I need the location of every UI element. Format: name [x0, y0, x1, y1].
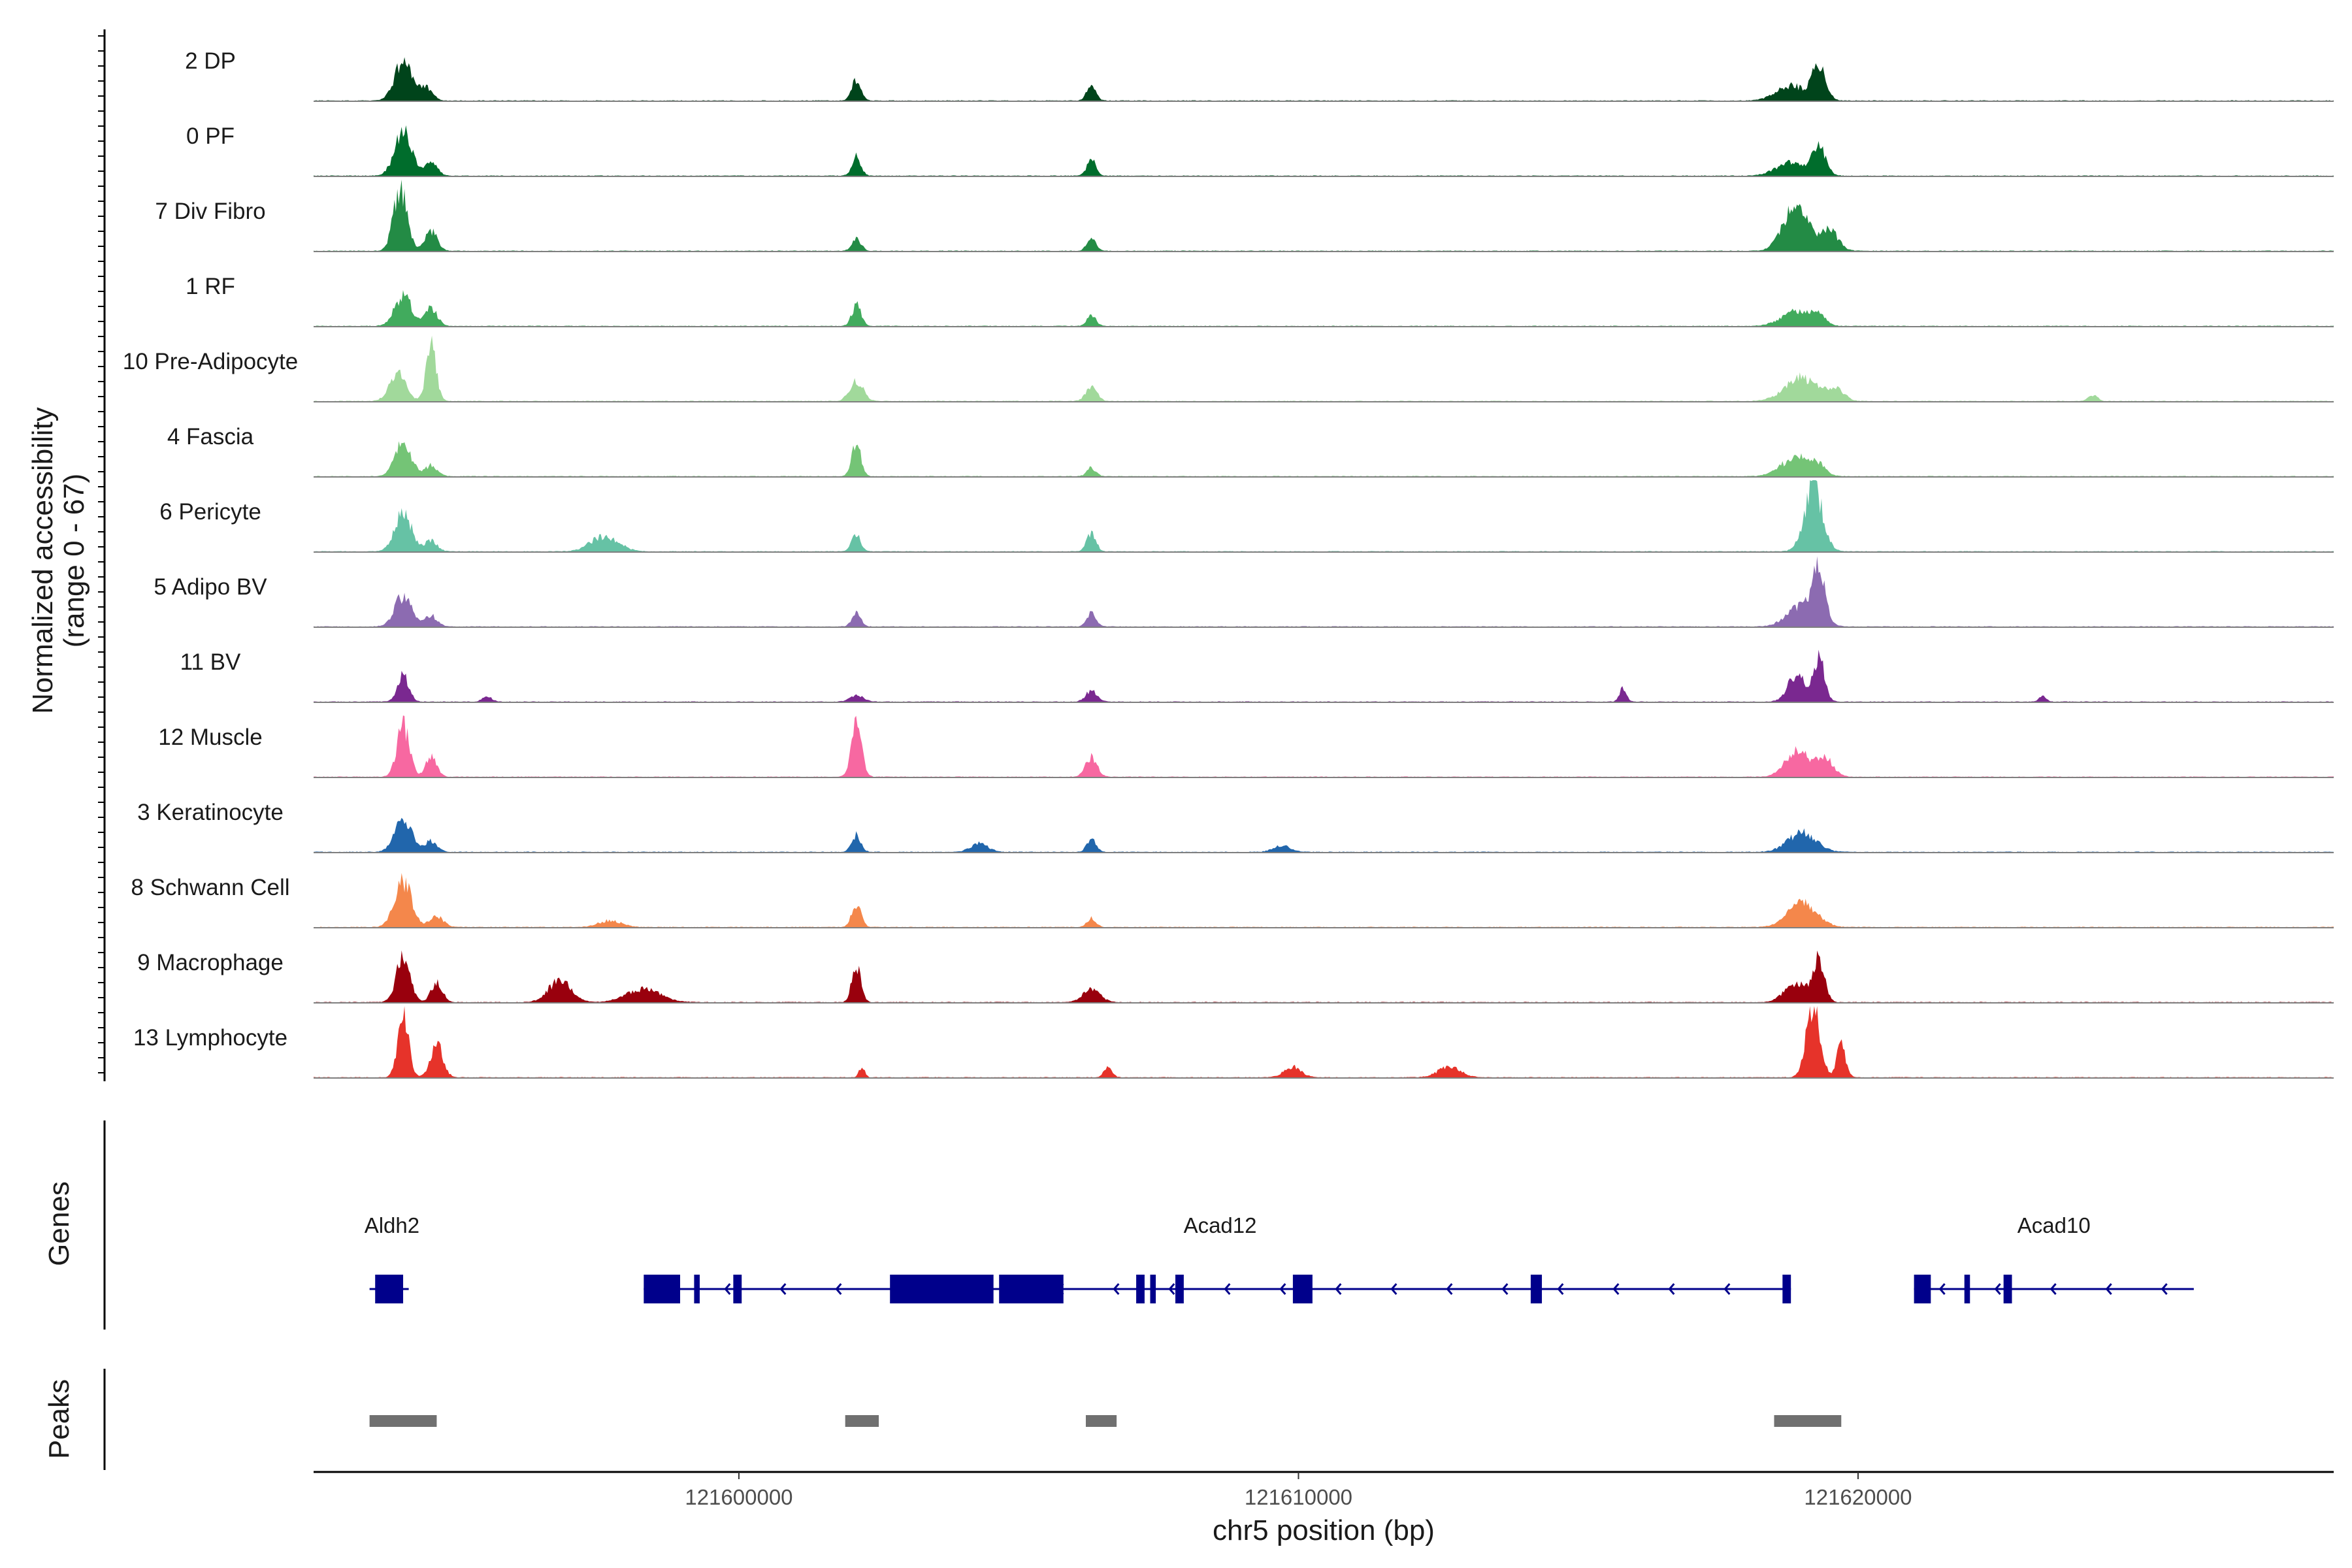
strand-arrow: [1224, 1283, 1231, 1295]
strand-arrow: [2161, 1283, 2168, 1295]
strand-arrow: [1279, 1283, 1286, 1295]
gene-exon: [694, 1275, 700, 1303]
coverage-area: [314, 57, 2334, 101]
gene-acad10: Acad10: [1914, 1213, 2194, 1303]
track-8-schwann-cell: 8 Schwann Cell: [131, 873, 2334, 928]
gene-exon: [999, 1275, 1064, 1303]
track-9-macrophage: 9 Macrophage: [137, 950, 2334, 1004]
track-label: 5 Adipo BV: [154, 574, 267, 600]
strand-arrow: [1612, 1283, 1620, 1295]
gene-exon: [1136, 1275, 1145, 1303]
gene-aldh2: Aldh2: [365, 1213, 419, 1303]
strand-arrow: [1446, 1283, 1453, 1295]
strand-arrow: [2050, 1283, 2057, 1295]
strand-arrow: [724, 1283, 731, 1295]
strand-arrow: [1938, 1283, 1946, 1295]
peaks-panel-label: Peaks: [43, 1379, 75, 1459]
gene-label: Aldh2: [365, 1213, 419, 1237]
gene-label: Acad12: [1184, 1213, 1257, 1237]
x-tick-label: 121610000: [1245, 1485, 1352, 1509]
strand-arrow: [835, 1283, 842, 1295]
strand-arrow: [1994, 1283, 2001, 1295]
peak-region-bar: [1774, 1415, 1842, 1427]
coverage-tracks: 2 DP 0 PF 7 Div Fibro 1 RF 10 Pre-Adipocyte 4…: [123, 48, 2334, 1079]
track-label: 7 Div Fibro: [155, 199, 265, 224]
track-label: 9 Macrophage: [137, 950, 284, 975]
track-label: 4 Fascia: [167, 424, 254, 449]
strand-arrow: [1335, 1283, 1342, 1295]
gene-exon: [375, 1275, 404, 1303]
x-tick-label: 121620000: [1804, 1485, 1912, 1509]
strand-arrow: [1113, 1283, 1120, 1295]
strand-arrow: [2105, 1283, 2112, 1295]
peak-region-bar: [369, 1415, 437, 1427]
track-5-adipo-bv: 5 Adipo BV: [154, 556, 2334, 628]
track-label: 8 Schwann Cell: [131, 875, 289, 900]
strand-arrow: [1168, 1283, 1175, 1295]
gene-exon: [1964, 1275, 1970, 1303]
track-12-muscle: 12 Muscle: [158, 715, 2334, 778]
track-6-pericyte: 6 Pericyte: [159, 480, 2334, 553]
gene-exon: [1914, 1275, 1931, 1303]
coverage-area: [314, 715, 2334, 777]
gene-exon: [1530, 1275, 1543, 1303]
gene-exon: [890, 1275, 994, 1303]
strand-arrow: [1390, 1283, 1397, 1295]
peak-region-bar: [845, 1415, 879, 1427]
track-11-bv: 11 BV: [180, 649, 2334, 703]
gene-label: Acad10: [2017, 1213, 2091, 1237]
gene-acad12: Acad12: [644, 1213, 1791, 1303]
coverage-y-axis-ticks: [98, 35, 105, 1073]
track-label: 1 RF: [186, 274, 235, 299]
gene-exon: [733, 1275, 742, 1303]
peak-region-bar: [1085, 1415, 1117, 1427]
gene-exon: [2003, 1275, 2012, 1303]
x-axis-title: chr5 position (bp): [1213, 1514, 1435, 1546]
track-2-dp: 2 DP: [185, 48, 2334, 102]
track-label: 3 Keratinocyte: [137, 800, 284, 825]
track-label: 11 BV: [180, 649, 241, 675]
track-13-lymphocyte: 13 Lymphocyte: [133, 1006, 2334, 1079]
coverage-area: [314, 556, 2334, 627]
track-10-pre-adipocyte: 10 Pre-Adipocyte: [123, 335, 2334, 402]
track-label: 10 Pre-Adipocyte: [123, 349, 298, 374]
track-label: 13 Lymphocyte: [133, 1025, 287, 1051]
gene-annotations: Aldh2 Acad12 Acad10: [365, 1213, 2194, 1303]
y-axis-title: Normalized accessibility: [27, 407, 59, 713]
y-axis-subtitle: (range 0 - 67): [58, 474, 90, 648]
track-7-div-fibro: 7 Div Fibro: [155, 180, 2334, 252]
track-label: 0 PF: [186, 123, 235, 149]
strand-arrow: [1668, 1283, 1675, 1295]
x-axis-ticks: 121600000 121610000 121620000: [685, 1472, 1912, 1509]
coverage-area: [314, 180, 2334, 252]
track-4-fascia: 4 Fascia: [167, 424, 2334, 478]
track-3-keratinocyte: 3 Keratinocyte: [137, 800, 2334, 853]
strand-arrow: [1723, 1283, 1731, 1295]
track-label: 12 Muscle: [158, 725, 263, 750]
gene-exon: [1150, 1275, 1156, 1303]
track-label: 2 DP: [185, 48, 236, 74]
peak-regions: [369, 1415, 1842, 1427]
gene-exon: [644, 1275, 681, 1303]
gene-exon: [1175, 1275, 1184, 1303]
strand-arrow: [1557, 1283, 1564, 1295]
track-1-rf: 1 RF: [186, 274, 2334, 327]
gene-exon: [1292, 1275, 1313, 1303]
track-label: 6 Pericyte: [159, 499, 261, 525]
track-0-pf: 0 PF: [186, 123, 2334, 177]
x-tick-label: 121600000: [685, 1485, 792, 1509]
genes-panel-label: Genes: [43, 1181, 75, 1266]
strand-arrow: [779, 1283, 787, 1295]
strand-arrow: [1501, 1283, 1509, 1295]
gene-exon: [1782, 1275, 1791, 1303]
